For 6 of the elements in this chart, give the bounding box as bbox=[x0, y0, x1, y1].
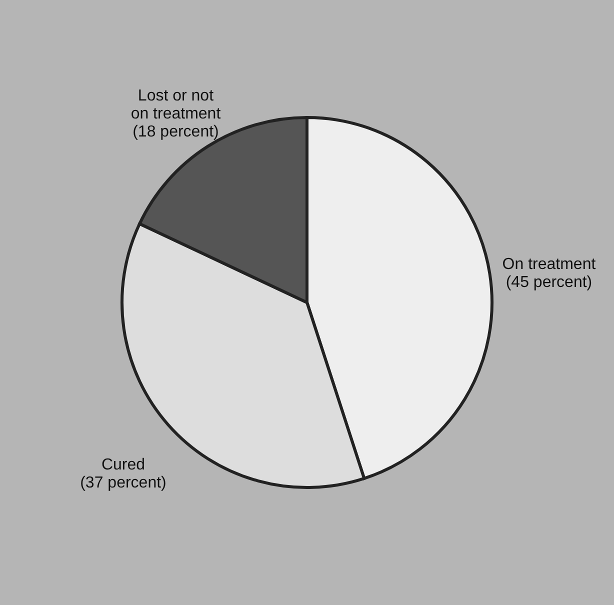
data-label: (45 percent) bbox=[506, 274, 592, 292]
data-label: (18 percent) bbox=[132, 124, 219, 141]
slice-label: On treatment bbox=[502, 256, 596, 274]
data-label: (37 percent) bbox=[80, 474, 166, 492]
slice-label: Lost or not on treatment bbox=[130, 88, 222, 123]
slice-label: Cured bbox=[101, 456, 146, 474]
